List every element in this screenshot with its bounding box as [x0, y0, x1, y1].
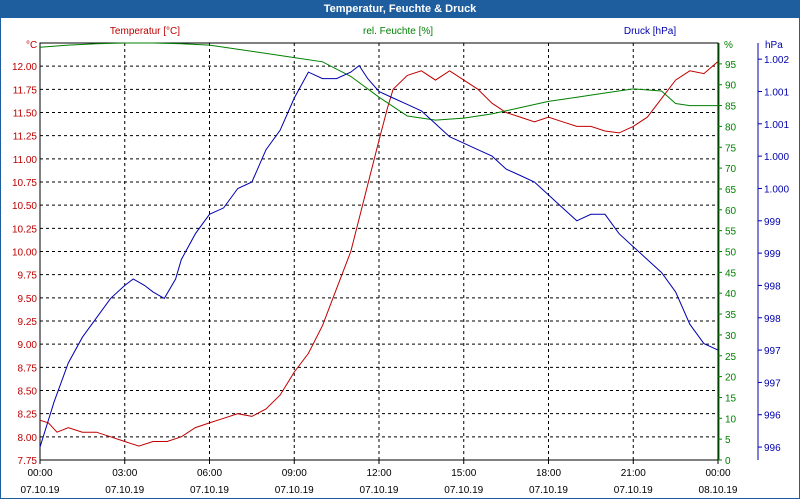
humidity-tick-label: 95 — [725, 60, 737, 71]
pressure-series-line — [39, 64, 719, 448]
x-tick-time: 06:00 — [197, 468, 222, 479]
humidity-tick-label: 25 — [725, 352, 737, 363]
humidity-tick-label: 30 — [725, 331, 737, 342]
temperature-tick-label: 11.75 — [13, 85, 38, 96]
humidity-tick-label: 45 — [725, 268, 737, 279]
x-tick-time: 21:00 — [621, 468, 646, 479]
temperature-tick-label: 7.75 — [18, 456, 38, 467]
x-tick-time: 12:00 — [366, 468, 391, 479]
temperature-tick-label: 11.50 — [13, 109, 38, 120]
temperature-tick-label: 9.25 — [18, 317, 38, 328]
pressure-unit-label: hPa — [765, 40, 783, 51]
humidity-tick-label: 80 — [725, 122, 737, 133]
x-tick-date: 07.10.19 — [105, 485, 144, 496]
x-tick-date: 07.10.19 — [360, 485, 399, 496]
pressure-tick-label: 1.000 — [764, 184, 789, 195]
humidity-tick-label: 65 — [725, 185, 737, 196]
humidity-tick-label: 35 — [725, 310, 737, 321]
humidity-tick-label: 50 — [725, 248, 737, 259]
humidity-axis-label: rel. Feuchte [%] — [363, 26, 433, 37]
pressure-tick-label: 996 — [764, 411, 781, 422]
pressure-tick-label: 999 — [764, 249, 781, 260]
x-tick-date: 07.10.19 — [190, 485, 229, 496]
pressure-tick-label: 998 — [764, 281, 781, 292]
pressure-tick-label: 1.001 — [764, 87, 789, 98]
temperature-axis-label: Temperatur [°C] — [110, 26, 180, 37]
humidity-tick-label: 75 — [725, 143, 737, 154]
humidity-tick-label: 55 — [725, 227, 737, 238]
humidity-tick-label: 40 — [725, 289, 737, 300]
humidity-tick-label: 90 — [725, 81, 737, 92]
pressure-tick-label: 1.002 — [764, 55, 789, 66]
temperature-tick-label: 10.50 — [12, 201, 37, 212]
temperature-tick-label: 10.75 — [12, 178, 37, 189]
humidity-tick-label: 85 — [725, 102, 737, 113]
temperature-tick-label: 9.00 — [18, 340, 38, 351]
x-tick-date: 07.10.19 — [614, 485, 653, 496]
temperature-tick-label: 11.00 — [13, 155, 38, 166]
pressure-axis-label: Druck [hPa] — [624, 26, 676, 37]
pressure-tick-label: 996 — [764, 443, 781, 454]
temperature-unit-label: °C — [26, 40, 37, 51]
humidity-tick-label: 70 — [725, 164, 737, 175]
pressure-tick-label: 999 — [764, 217, 781, 228]
pressure-tick-label: 997 — [764, 378, 781, 389]
humidity-series-line — [39, 42, 718, 121]
pressure-tick-label: 997 — [764, 346, 781, 357]
pressure-tick-label: 1.001 — [764, 120, 789, 131]
x-tick-time: 00:00 — [705, 468, 730, 479]
temperature-tick-label: 9.75 — [18, 271, 38, 282]
humidity-tick-label: 10 — [725, 414, 737, 425]
temperature-tick-label: 11.25 — [13, 132, 38, 143]
temperature-tick-label: 10.25 — [12, 224, 37, 235]
temperature-tick-label: 8.75 — [18, 363, 38, 374]
x-tick-time: 18:00 — [536, 468, 561, 479]
temperature-tick-label: 9.50 — [18, 294, 38, 305]
pressure-tick-label: 998 — [764, 314, 781, 325]
x-tick-date: 07.10.19 — [444, 485, 483, 496]
temperature-tick-label: 12.00 — [12, 62, 37, 73]
humidity-tick-label: 5 — [725, 435, 731, 446]
x-tick-time: 15:00 — [451, 468, 476, 479]
x-tick-time: 00:00 — [27, 468, 52, 479]
temperature-series-line — [39, 61, 719, 447]
humidity-tick-label: 20 — [725, 373, 737, 384]
humidity-tick-label: 15 — [725, 393, 737, 404]
x-tick-date: 07.10.19 — [21, 485, 60, 496]
temperature-tick-label: 8.00 — [18, 433, 38, 444]
x-tick-date: 07.10.19 — [275, 485, 314, 496]
humidity-tick-label: 60 — [725, 206, 737, 217]
x-tick-time: 09:00 — [282, 468, 307, 479]
x-tick-date: 08.10.19 — [699, 485, 738, 496]
humidity-unit-label: % — [724, 40, 733, 51]
humidity-tick-label: 0 — [725, 456, 731, 467]
x-tick-date: 07.10.19 — [529, 485, 568, 496]
temperature-tick-label: 10.00 — [12, 248, 37, 259]
temperature-tick-label: 8.50 — [18, 387, 38, 398]
x-tick-time: 03:00 — [112, 468, 137, 479]
window-title: Temperatur, Feuchte & Druck — [0, 0, 800, 18]
temperature-tick-label: 8.25 — [18, 410, 38, 421]
pressure-tick-label: 1.000 — [764, 152, 789, 163]
